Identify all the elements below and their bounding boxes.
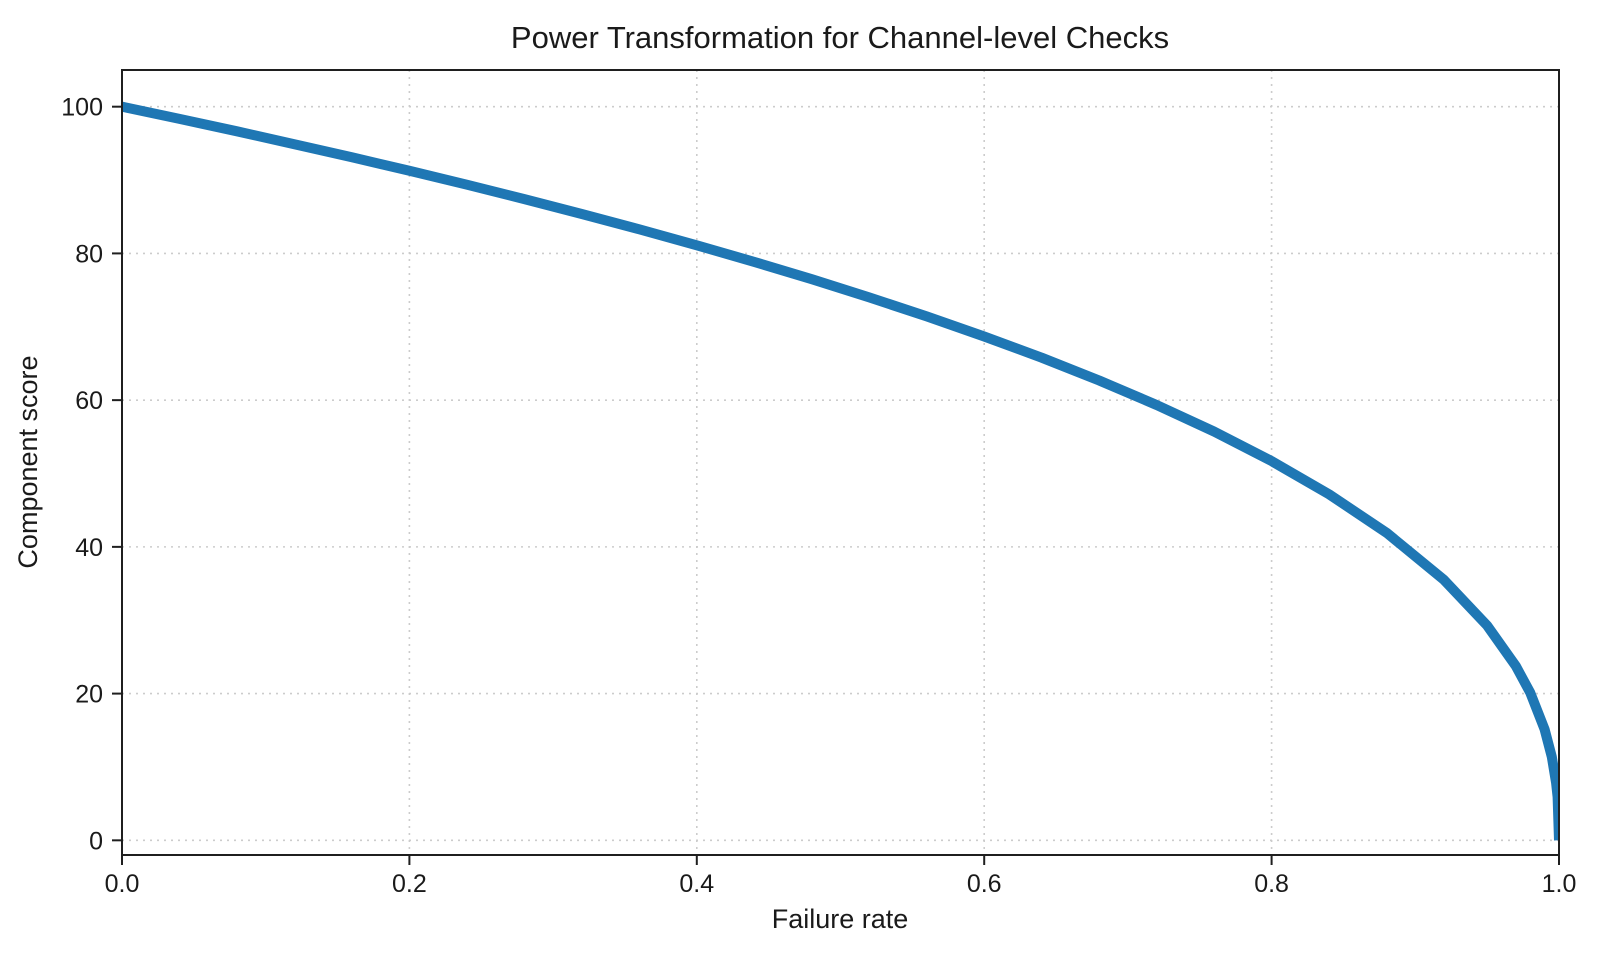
y-tick-label: 80: [75, 240, 103, 268]
y-tick-label: 40: [75, 534, 103, 562]
y-tick-label: 20: [75, 681, 103, 709]
x-tick-label: 0.6: [967, 870, 1002, 898]
tick-layer: [112, 105, 1560, 865]
series-layer: [122, 101, 1559, 841]
chart-title: Power Transformation for Channel-level C…: [511, 20, 1169, 55]
x-tick-label: 0.2: [392, 870, 427, 898]
tick-label-layer: 0.0 0.2 0.4 0.6 0.8 1.0 0 20 40 60 80 100: [61, 94, 1576, 898]
x-tick-label: 0.0: [105, 870, 140, 898]
y-tick-label: 0: [89, 827, 103, 855]
x-tick-label: 0.4: [679, 870, 714, 898]
y-tick-label: 100: [61, 94, 103, 122]
x-tick-label: 1.0: [1542, 870, 1577, 898]
y-tick-label: 60: [75, 387, 103, 415]
y-axis-label: Component score: [13, 355, 43, 568]
x-axis-label: Failure rate: [772, 904, 909, 934]
grid-layer: [122, 70, 1559, 855]
x-tick-label: 0.8: [1254, 870, 1289, 898]
curve-component-score: [122, 101, 1559, 841]
plot-area-spines: [121, 69, 1560, 856]
